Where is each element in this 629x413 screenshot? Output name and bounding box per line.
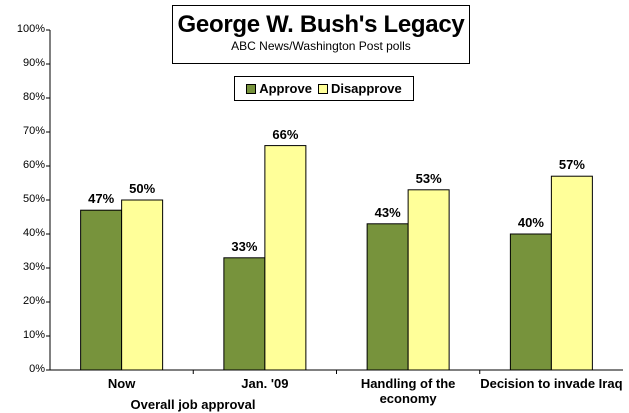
chart-title: George W. Bush's Legacy [177,11,465,38]
y-tick-label: 40% [22,227,45,239]
data-label-approve: 40% [517,215,544,230]
x-tick-label: Now [107,376,136,391]
chart-subtitle: ABC News/Washington Post polls [231,39,411,53]
x-tick-label: Handling of the [360,376,456,391]
chart-title-box: George W. Bush's Legacy ABC News/Washing… [172,5,470,64]
legend: Approve Disapprove [234,76,414,101]
y-tick-label: 0% [29,363,45,375]
bar-disapprove-1 [264,145,307,371]
bar-disapprove-0 [121,199,164,371]
y-tick-label: 70% [22,125,45,137]
legend-swatch-approve [246,83,257,94]
bar-disapprove-3 [550,175,593,371]
data-label-approve: 47% [88,191,115,207]
legend-label-disapprove: Disapprove [330,81,402,96]
x-tick-label: economy [379,391,437,406]
data-label-disapprove: 57% [558,157,585,173]
bar-approve-1 [223,257,266,371]
y-tick-label: 10% [22,329,45,341]
bar-disapprove-2 [407,189,450,371]
y-tick-label: 90% [22,57,45,69]
data-label-disapprove: 66% [272,126,299,142]
group-label: Overall job approval [130,397,256,412]
bar-approve-2 [366,223,409,371]
legend-item-approve: Approve [246,81,312,96]
y-tick-label: 60% [22,159,45,171]
legend-label-approve: Approve [259,81,312,96]
y-tick-label: 50% [22,193,45,205]
y-tick-label: 20% [22,295,45,307]
data-label-approve: 33% [231,238,258,254]
legend-item-disapprove: Disapprove [317,81,402,96]
data-label-disapprove: 50% [129,181,156,196]
data-label-disapprove: 53% [415,170,442,186]
legend-swatch-disapprove [317,83,328,94]
data-label-approve: 43% [374,204,401,220]
y-tick-label: 30% [22,261,45,273]
y-tick-label: 100% [16,23,45,35]
x-tick-label: Decision to invade Iraq [480,376,623,391]
bar-approve-0 [80,209,123,371]
y-tick-label: 80% [22,91,45,103]
x-tick-label: Jan. '09 [241,376,289,391]
bar-approve-3 [509,233,552,371]
